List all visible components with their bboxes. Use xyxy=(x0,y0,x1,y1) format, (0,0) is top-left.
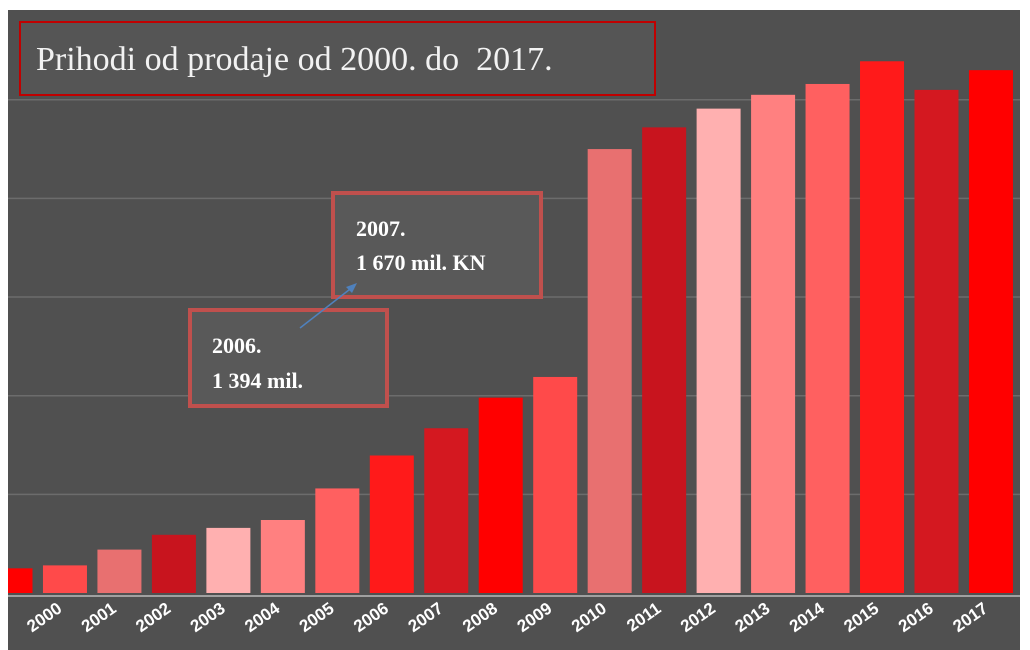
bar xyxy=(642,127,687,594)
annotation: 2007. xyxy=(356,216,406,241)
annotation-box xyxy=(188,308,389,408)
title-box xyxy=(19,21,656,96)
bar xyxy=(97,549,142,593)
bar xyxy=(860,61,905,594)
bar xyxy=(968,70,1013,593)
annotation: 1 394 mil. xyxy=(212,368,303,393)
bar xyxy=(751,94,796,594)
bar xyxy=(369,455,414,593)
bar xyxy=(151,534,196,593)
annotation-box xyxy=(331,191,543,299)
arrow-head xyxy=(346,283,357,293)
chart-title: Prihodi od prodaje od 2000. do 2017. xyxy=(36,41,553,78)
bar xyxy=(696,108,741,593)
annotation: 2006. xyxy=(212,333,262,358)
bar xyxy=(587,149,632,593)
annotation: 1 670 mil. KN xyxy=(356,250,486,275)
annotation-arrow xyxy=(299,285,355,329)
bars xyxy=(8,61,1013,594)
bar xyxy=(42,565,87,593)
bar xyxy=(424,428,469,593)
bar xyxy=(805,83,850,593)
bar xyxy=(206,527,251,593)
bar xyxy=(533,376,578,593)
bar xyxy=(478,397,523,593)
bar xyxy=(8,568,33,593)
bar xyxy=(914,89,959,593)
bar xyxy=(315,488,360,593)
bar xyxy=(260,519,305,593)
